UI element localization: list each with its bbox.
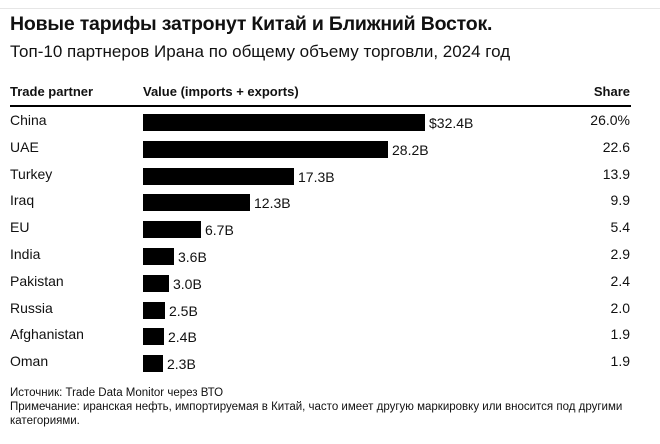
table-row: Iraq 12.3B 9.9 [0,189,660,215]
partner-label: Pakistan [10,272,64,289]
share-label: 2.4 [610,272,630,289]
value-label: 3.6B [178,249,207,265]
bar [143,221,201,239]
header-value: Value (imports + exports) [143,84,299,99]
source-note: Источник: Trade Data Monitor через ВТО [10,387,224,399]
share-label: 2.9 [610,246,630,262]
chart-subtitle: Топ-10 партнеров Ирана по общему объему … [10,42,511,61]
table-row: UAE 28.2B 22.6 [0,136,660,162]
chart-title: Новые тарифы затронут Китай и Ближний Во… [10,13,493,35]
header-share: Share [593,84,630,99]
share-label: 9.9 [610,192,630,209]
share-label: 1.9 [610,326,630,343]
table-row: Turkey 17.3B 13.9 [0,163,660,189]
value-label: 17.3B [298,168,335,185]
footnote: Примечание: иранская нефть, импортируема… [10,401,623,427]
bar [143,194,250,212]
partner-label: EU [10,219,30,236]
table-row: Oman 2.3B 1.9 [0,350,660,376]
table-row: Russia 2.5B 2.0 [0,297,660,323]
value-label: 12.3B [254,195,291,212]
value-label: 2.3B [167,356,196,373]
value-label: $32.4B [429,115,474,131]
partner-label: Turkey [10,165,53,182]
bar [143,355,163,373]
value-label: 2.5B [169,302,198,319]
partner-label: China [10,112,47,128]
header-trade-partner: Trade partner [10,84,94,99]
bar [143,140,388,158]
partner-label: Russia [10,299,53,316]
share-label: 5.4 [610,219,630,236]
share-label: 1.9 [610,353,630,370]
value-label: 6.7B [205,222,234,239]
bar [143,248,174,265]
bar [143,274,169,292]
value-label: 28.2B [392,141,429,158]
table-row: India 3.6B 2.9 [0,243,660,269]
bar [143,114,425,131]
table-row: China $32.4B 26.0% [0,109,660,135]
table-row: Pakistan 3.0B 2.4 [0,270,660,296]
partner-label: Afghanistan [10,326,84,343]
value-label: 3.0B [173,275,202,292]
partner-label: UAE [10,138,39,155]
top-divider [0,0,660,9]
bar [143,328,164,346]
share-label: 22.6 [602,138,630,155]
table-row: Afghanistan 2.4B 1.9 [0,323,660,349]
share-label: 13.9 [602,165,630,182]
table-row: EU 6.7B 5.4 [0,216,660,242]
bar [143,301,165,319]
share-label: 26.0% [590,112,630,128]
partner-label: Oman [10,353,49,370]
partner-label: Iraq [10,192,35,209]
partner-label: India [10,246,41,262]
header-rule [10,105,631,107]
footer: Источник: Trade Data Monitor через ВТО П… [10,386,630,428]
share-label: 2.0 [610,299,630,316]
bar [143,167,294,185]
value-label: 2.4B [168,329,197,346]
